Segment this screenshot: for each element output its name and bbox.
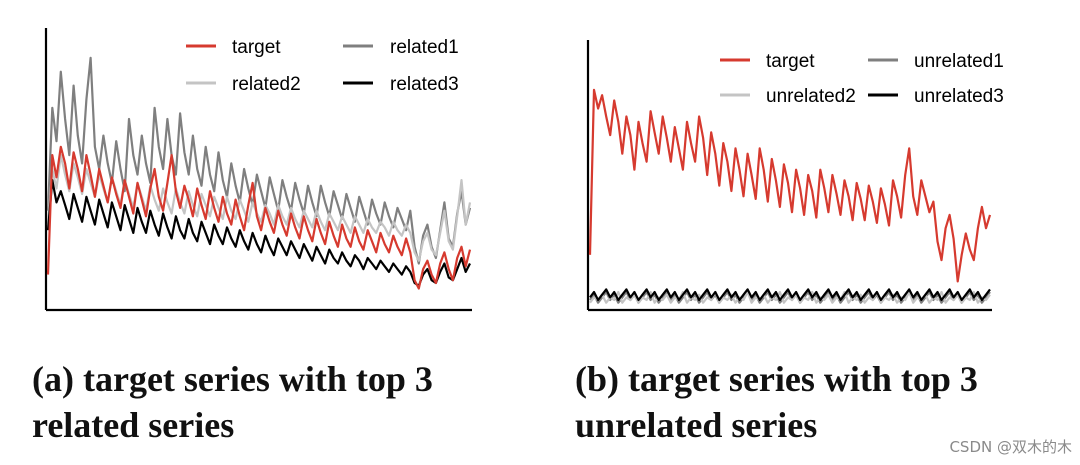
- legend-label-target: target: [232, 37, 281, 58]
- legend-label-target: target: [766, 51, 815, 72]
- legend-label-related3: related3: [390, 74, 459, 95]
- watermark: CSDN @双木的木: [949, 438, 1072, 456]
- caption-a-line2: related series: [32, 405, 235, 445]
- series-line-related1: [46, 56, 472, 265]
- legend-item-target: target: [720, 51, 815, 72]
- caption-b-line2: unrelated series: [575, 405, 818, 445]
- legend-label-unrelated2: unrelated2: [766, 86, 856, 107]
- series-line-target: [588, 88, 992, 283]
- legend-label-related2: related2: [232, 74, 301, 95]
- series-line-unrelated3: [589, 288, 991, 302]
- legend-item-unrelated1: unrelated1: [868, 51, 1004, 72]
- legend-label-unrelated3: unrelated3: [914, 86, 1004, 107]
- chart-a: target related1 related2 related3: [44, 28, 472, 312]
- legend-item-unrelated3: unrelated3: [868, 86, 1004, 107]
- caption-a-line1: (a) target series with top 3: [32, 359, 433, 399]
- series-line-target: [46, 145, 472, 290]
- chart-b: target unrelated1 unrelated2 unrelated3: [586, 40, 1004, 312]
- legend-item-related3: related3: [343, 74, 459, 95]
- series-line-related3: [46, 179, 471, 287]
- caption-b-line1: (b) target series with top 3: [575, 359, 978, 399]
- chart-b-legend: target unrelated1 unrelated2 unrelated3: [720, 51, 1004, 107]
- legend-item-unrelated2: unrelated2: [720, 86, 856, 107]
- legend-label-related1: related1: [390, 37, 459, 58]
- chart-b-series: [588, 88, 992, 304]
- legend-item-target: target: [186, 37, 281, 58]
- legend-label-unrelated1: unrelated1: [914, 51, 1004, 72]
- legend-item-related1: related1: [343, 37, 459, 58]
- caption-b: (b) target series with top 3 unrelated s…: [575, 356, 978, 448]
- caption-a: (a) target series with top 3 related ser…: [32, 356, 433, 448]
- legend-item-related2: related2: [186, 74, 301, 95]
- chart-a-legend: target related1 related2 related3: [186, 37, 459, 95]
- chart-a-series: [46, 56, 472, 290]
